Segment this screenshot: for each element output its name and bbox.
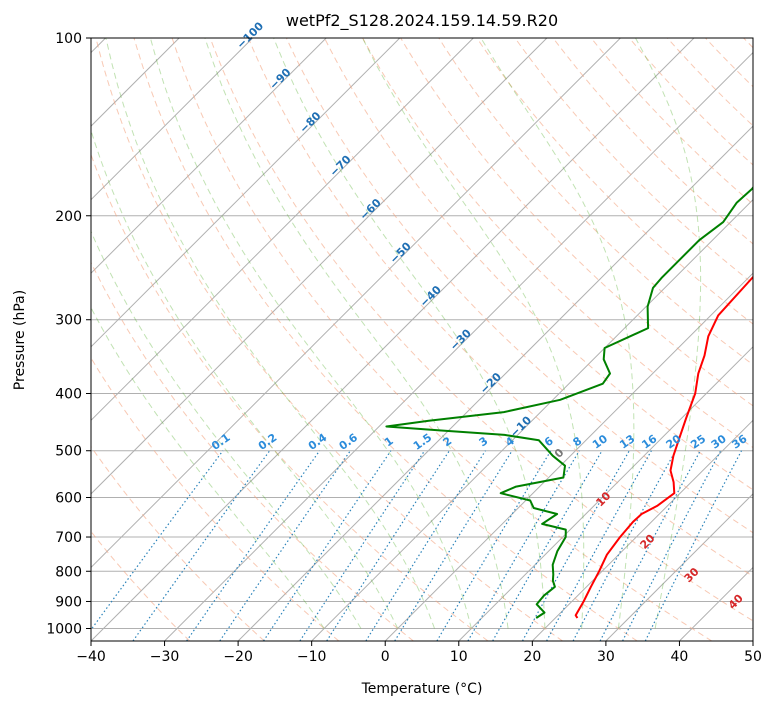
dry-adiabat	[133, 38, 638, 641]
isotherm-line	[164, 51, 753, 641]
x-tick-label: 20	[523, 649, 541, 665]
isotherm-line	[605, 493, 753, 641]
dry-adiabat	[590, 38, 753, 205]
x-axis-label: Temperature (°C)	[361, 681, 483, 697]
y-tick-label: 400	[55, 387, 82, 403]
mixing-ratio-line	[186, 450, 321, 641]
dry-adiabat	[362, 38, 753, 449]
isotherm-line	[531, 419, 753, 641]
dry-adiabat	[91, 445, 265, 641]
dry-adiabat	[95, 38, 563, 641]
axes: −40 −30 −20 −10 0 10 20 30 40 50 100 200 300 400 500 60…	[46, 31, 762, 665]
isotherm-line	[458, 346, 753, 641]
mixing-ratio-line	[622, 450, 722, 641]
mixing-ratio-line	[132, 450, 271, 641]
moist-adiabat	[91, 230, 362, 629]
dry-adiabat	[285, 38, 753, 534]
isotherm-line	[91, 38, 474, 422]
y-tick-label: 1000	[46, 621, 82, 637]
mixing-ratio-line	[521, 450, 630, 641]
x-tick-label: 0	[381, 649, 390, 665]
isotherm-line	[91, 38, 621, 569]
x-tick-label: −20	[223, 649, 253, 665]
isotherm-line	[91, 38, 695, 641]
x-tick-label: 50	[744, 649, 762, 665]
moist-adiabat	[91, 306, 325, 629]
moist-adiabat	[480, 38, 635, 629]
plot-frame	[90, 37, 754, 642]
mixing-ratio-line	[546, 450, 652, 641]
y-tick-label: 600	[55, 490, 82, 506]
profile-layer	[385, 185, 753, 619]
mixing-ratio-line	[365, 450, 487, 641]
isotherm-line	[237, 125, 753, 641]
dry-adiabat	[91, 261, 414, 641]
isotherm-line	[384, 272, 753, 641]
moist-adiabat	[273, 38, 546, 629]
moist-adiabat	[91, 128, 399, 629]
moist-adiabat	[149, 38, 472, 629]
x-tick-label: 30	[597, 649, 615, 665]
mixing-ratio-line	[262, 450, 392, 641]
mixing-ratio-line	[644, 450, 743, 641]
y-axis-label: Pressure (hPa)	[12, 290, 28, 390]
temperature-line	[574, 275, 753, 619]
isotherm-line	[91, 38, 401, 348]
mixing-ratio-line	[326, 450, 450, 641]
moist-adiabat	[635, 38, 702, 629]
x-tick-label: −30	[150, 649, 180, 665]
y-tick-label: 900	[55, 594, 82, 610]
guide-lines	[91, 38, 753, 641]
dry-adiabat	[628, 38, 753, 166]
mixing-ratio-line	[394, 450, 513, 641]
y-tick-label: 700	[55, 530, 82, 546]
dry-adiabat	[247, 38, 753, 577]
x-tick-label: 10	[450, 649, 468, 665]
x-tick-label: −10	[297, 649, 327, 665]
moist-adiabat	[362, 38, 585, 629]
x-tick-label: 40	[671, 649, 689, 665]
dry-adiabat	[209, 38, 753, 622]
mixing-ratio-line	[219, 450, 351, 641]
y-tick-label: 100	[55, 31, 82, 47]
y-tick-label: 200	[55, 209, 82, 225]
mixing-ratio-line	[492, 450, 603, 641]
dewpoint-line	[385, 185, 753, 619]
mixing-ratio-line	[91, 450, 224, 631]
y-tick-label: 800	[55, 564, 82, 580]
dry-adiabat	[324, 38, 753, 491]
chart-title: wetPf2_S128.2024.159.14.59.R20	[286, 11, 558, 31]
dry-adiabat	[476, 38, 753, 325]
isotherm-line	[91, 38, 254, 201]
dry-adiabat	[400, 38, 753, 407]
grid-layer	[91, 38, 753, 641]
moist-adiabat	[204, 38, 509, 629]
isotherm-line	[91, 38, 548, 495]
dry-adiabat	[171, 38, 713, 641]
moist-adiabat	[105, 38, 435, 629]
y-tick-label: 500	[55, 444, 82, 460]
dry-adiabat	[514, 38, 753, 285]
mixing-ratio-line	[299, 450, 426, 641]
x-tick-label: −40	[76, 649, 106, 665]
y-tick-label: 300	[55, 313, 82, 329]
isotherm-line	[91, 38, 327, 274]
